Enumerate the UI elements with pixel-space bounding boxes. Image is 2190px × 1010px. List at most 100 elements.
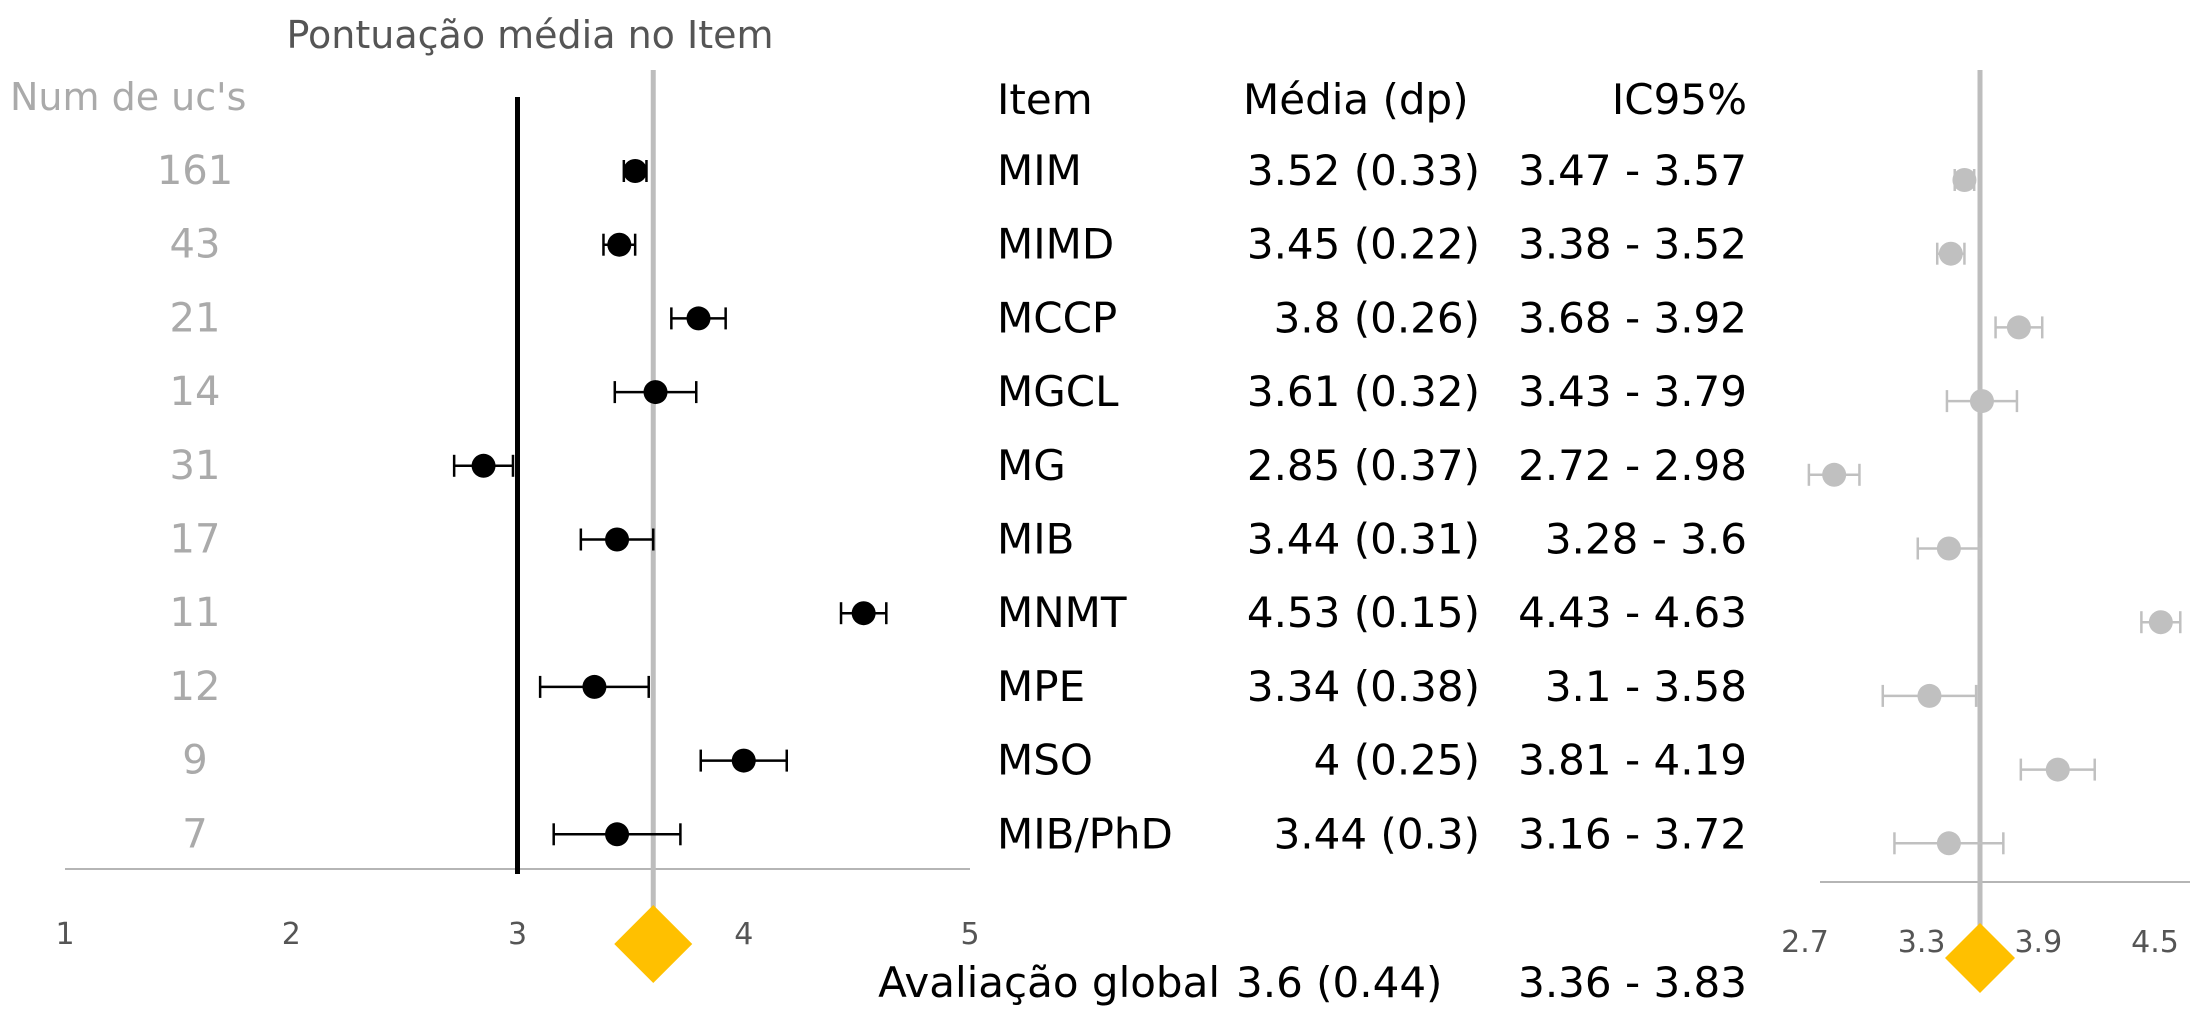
right-x-tick-label: 3.9 <box>2014 925 2062 960</box>
n-value: 9 <box>182 738 207 784</box>
right-row-mark <box>1807 462 1861 487</box>
n-value: 11 <box>170 590 221 636</box>
right-mean-point <box>2006 315 2031 340</box>
n-value: 21 <box>170 295 221 341</box>
left-mean-point <box>605 822 630 847</box>
left-mean-point <box>582 674 607 699</box>
left-mean-point <box>731 748 756 773</box>
table-ci: 3.81 - 4.19 <box>1518 736 1747 785</box>
table-header-ci: IC95% <box>1612 75 1747 124</box>
right-row-mark <box>1935 241 1966 266</box>
left-mean-point <box>623 159 648 183</box>
n-column-header: Num de uc's <box>10 75 246 119</box>
table-row: MSO 4 (0.25) 3.81 - 4.19 <box>997 736 1747 785</box>
left-mean-point <box>605 527 630 552</box>
n-value: 14 <box>170 369 221 415</box>
right-x-tick-labels: 2.7 3.3 3.9 4.5 <box>1781 925 2179 960</box>
overall-label: Avaliação global <box>878 958 1220 1007</box>
table-mean-sd: 3.61 (0.32) <box>1247 367 1480 416</box>
table-row: MIB/PhD 3.44 (0.3) 3.16 - 3.72 <box>997 809 1747 858</box>
right-row-mark <box>2019 757 2096 782</box>
table-item: MIB/PhD <box>997 809 1173 858</box>
right-row-mark <box>1952 168 1977 192</box>
table-mean-sd: 3.45 (0.22) <box>1247 220 1480 269</box>
right-mean-point <box>1936 831 1961 856</box>
left-data-marks <box>452 159 888 847</box>
n-value: 12 <box>170 664 221 710</box>
table-row: MG 2.85 (0.37) 2.72 - 2.98 <box>997 441 1747 490</box>
table-ci: 3.38 - 3.52 <box>1518 220 1747 269</box>
table-mean-sd: 3.44 (0.3) <box>1274 809 1480 858</box>
left-row-mark <box>613 380 698 405</box>
right-mean-point <box>1917 683 1942 708</box>
n-value: 7 <box>182 811 207 857</box>
table-ci: 3.68 - 3.92 <box>1518 293 1747 342</box>
table-row: MIM 3.52 (0.33) 3.47 - 3.57 <box>997 146 1747 195</box>
left-row-mark <box>602 232 637 257</box>
right-overall-diamond <box>1945 923 2015 993</box>
table-row: MPE 3.34 (0.38) 3.1 - 3.58 <box>997 662 1747 711</box>
table-mean-sd: 3.52 (0.33) <box>1247 146 1480 195</box>
right-row-mark <box>1893 831 2005 856</box>
right-mean-point <box>1936 536 1961 561</box>
right-mean-point <box>2045 757 2070 782</box>
n-column-values: 161 43 21 14 31 17 11 12 9 7 <box>157 148 233 857</box>
left-x-tick-label: 5 <box>960 917 979 952</box>
table-item: MCCP <box>997 293 1117 342</box>
left-chart-title: Pontuação média no Item <box>286 13 773 57</box>
left-row-mark <box>622 159 648 183</box>
left-row-mark <box>538 674 650 699</box>
table-ci: 3.1 - 3.58 <box>1545 662 1747 711</box>
table-mean-sd: 3.8 (0.26) <box>1274 293 1480 342</box>
left-overall-diamond <box>614 905 693 983</box>
right-row-mark <box>1916 536 1982 561</box>
table-item: MG <box>997 441 1066 490</box>
left-x-tick-label: 4 <box>734 917 753 952</box>
overall-ci: 3.36 - 3.83 <box>1518 958 1747 1007</box>
n-value: 161 <box>157 148 233 194</box>
left-row-mark <box>552 822 682 847</box>
left-x-tick-label: 3 <box>508 917 527 952</box>
table-item: MSO <box>997 736 1093 785</box>
left-mean-point <box>686 306 711 331</box>
table-item: MPE <box>997 662 1085 711</box>
left-row-mark <box>579 527 655 552</box>
left-row-mark <box>452 453 515 478</box>
table-ci: 4.43 - 4.63 <box>1518 588 1747 637</box>
table-ci: 3.47 - 3.57 <box>1518 146 1747 195</box>
right-row-mark <box>1881 683 1978 708</box>
table-mean-sd: 2.85 (0.37) <box>1247 441 1480 490</box>
left-mean-point <box>643 380 668 405</box>
right-x-tick-label: 2.7 <box>1781 925 1829 960</box>
right-x-tick-label: 3.3 <box>1898 925 1946 960</box>
table-row: MCCP 3.8 (0.26) 3.68 - 3.92 <box>997 293 1747 342</box>
right-row-mark <box>2140 610 2182 635</box>
n-value: 17 <box>170 517 221 563</box>
table-ci: 3.43 - 3.79 <box>1518 367 1747 416</box>
table-ci: 2.72 - 2.98 <box>1518 441 1747 490</box>
table-ci: 3.28 - 3.6 <box>1545 515 1747 564</box>
right-mean-point <box>1938 241 1963 266</box>
right-mean-point <box>1822 462 1847 487</box>
n-value: 43 <box>170 222 221 268</box>
right-x-tick-label: 4.5 <box>2131 925 2179 960</box>
table-item: MGCL <box>997 367 1119 416</box>
table-header-item: Item <box>997 75 1093 124</box>
table-mean-sd: 3.34 (0.38) <box>1247 662 1480 711</box>
table-ci: 3.16 - 3.72 <box>1518 809 1747 858</box>
table-header-mean-sd: Média (dp) <box>1243 75 1469 124</box>
overall-mean-sd: 3.6 (0.44) <box>1236 958 1442 1007</box>
table-mean-sd: 4.53 (0.15) <box>1247 588 1480 637</box>
table-row: MIB 3.44 (0.31) 3.28 - 3.6 <box>997 515 1747 564</box>
left-x-tick-labels: 1 2 3 4 5 <box>55 917 979 952</box>
table-item: MNMT <box>997 588 1127 637</box>
left-x-tick-label: 1 <box>55 917 74 952</box>
table-item: MIM <box>997 146 1082 195</box>
n-value: 31 <box>170 443 221 489</box>
left-row-mark <box>699 748 788 773</box>
right-mean-point <box>1969 389 1994 414</box>
left-x-tick-label: 2 <box>282 917 301 952</box>
left-mean-point <box>471 453 496 478</box>
table-row: MIMD 3.45 (0.22) 3.38 - 3.52 <box>997 220 1747 269</box>
